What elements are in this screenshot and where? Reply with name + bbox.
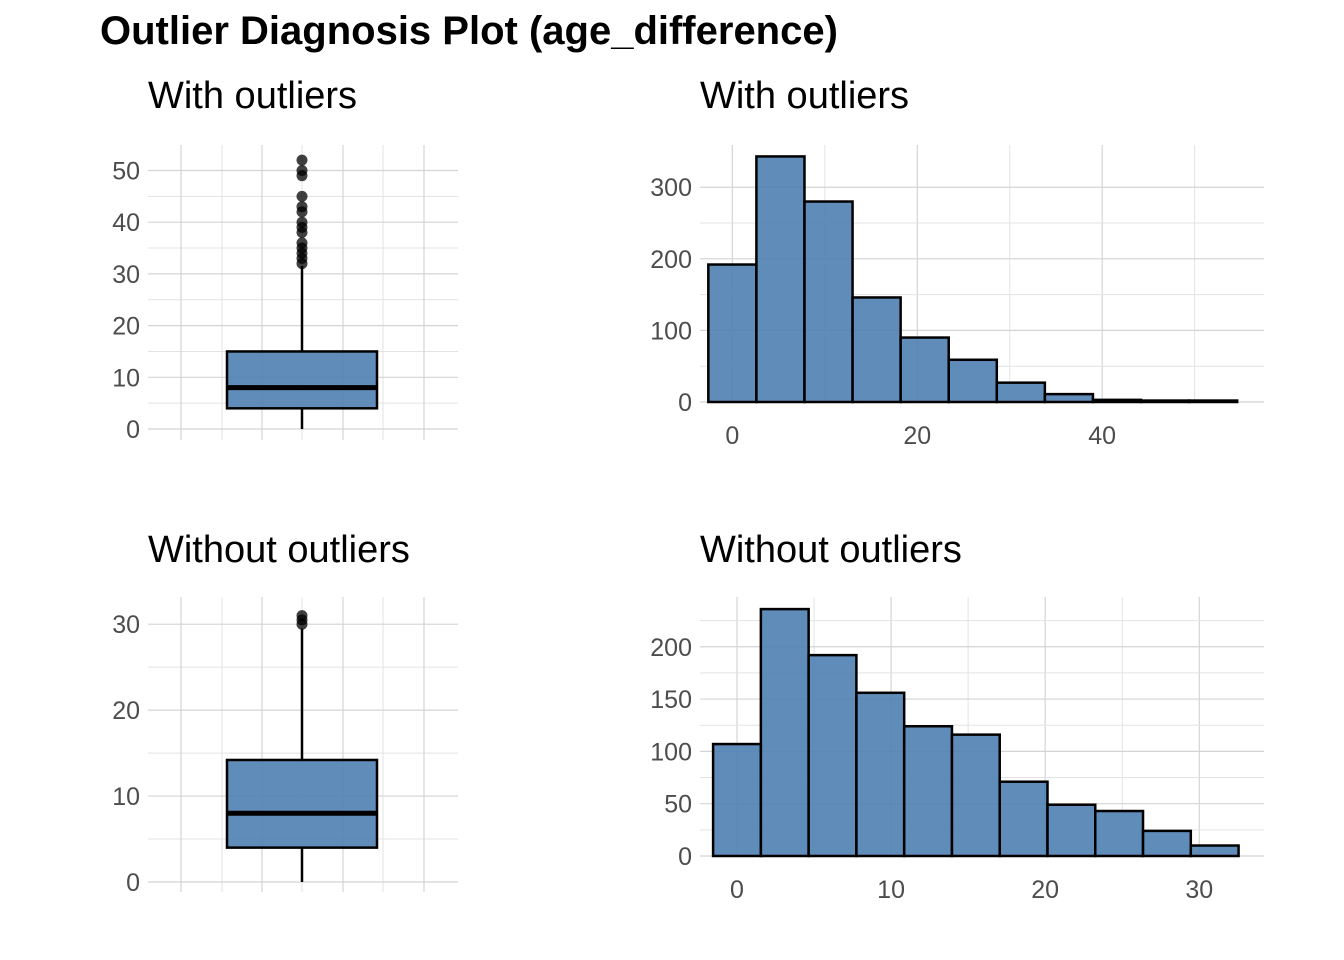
y-tick-label: 10 <box>112 783 140 811</box>
histogram-bar <box>998 780 1049 858</box>
histogram-bar <box>803 200 854 404</box>
histogram-bar <box>947 358 999 404</box>
histogram-bar <box>755 155 806 404</box>
histogram-bar <box>899 336 950 404</box>
histogram-bar <box>807 653 858 858</box>
x-tick-label: 0 <box>725 422 739 450</box>
histogram-bar <box>1094 809 1145 858</box>
y-tick-label: 30 <box>112 611 140 639</box>
panel-title-hist-without-outliers: Without outliers <box>700 529 962 571</box>
y-tick-label: 0 <box>678 389 692 417</box>
panel-title-box-with-outliers: With outliers <box>148 75 357 117</box>
y-tick-label: 300 <box>650 174 692 202</box>
figure-title: Outlier Diagnosis Plot (age_difference) <box>100 9 838 53</box>
panel-title-hist-with-outliers: With outliers <box>700 75 909 117</box>
outlier-point <box>296 190 308 202</box>
histogram-bar <box>1141 829 1193 858</box>
histogram-bar <box>707 263 758 404</box>
y-tick-label: 20 <box>112 313 140 341</box>
x-tick-label: 20 <box>903 422 931 450</box>
y-tick-label: 30 <box>112 261 140 289</box>
x-tick-label: 10 <box>877 876 905 904</box>
histogram-bar <box>1046 803 1097 858</box>
iqr-box <box>225 350 379 410</box>
histogram-bar <box>759 607 810 858</box>
outlier-point <box>296 165 308 177</box>
histogram-bar <box>711 742 763 858</box>
histogram-with-outliers: 0 100 200 300 0 20 40 <box>650 145 1264 450</box>
x-tick-label: 20 <box>1031 876 1059 904</box>
y-tick-label: 200 <box>650 634 692 662</box>
histogram-bar <box>855 691 906 858</box>
outlier-point <box>296 610 308 622</box>
histogram-bar <box>851 296 902 404</box>
x-tick-label: 30 <box>1185 876 1213 904</box>
x-tick-label: 0 <box>730 876 744 904</box>
outlier-point <box>296 237 308 249</box>
y-tick-label: 100 <box>650 317 692 345</box>
iqr-box <box>225 758 379 849</box>
y-tick-label: 150 <box>650 686 692 714</box>
histogram-bar <box>1091 398 1143 404</box>
y-tick-label: 0 <box>678 843 692 871</box>
histogram-bar <box>1187 399 1239 404</box>
y-tick-label: 0 <box>126 869 140 897</box>
boxplot-without-outliers: 0 10 20 30 <box>112 597 458 897</box>
x-tick-label: 40 <box>1088 422 1116 450</box>
outlier-point <box>296 201 308 213</box>
histogram-bar <box>950 733 1001 858</box>
y-tick-label: 10 <box>112 364 140 392</box>
y-tick-label: 20 <box>112 697 140 725</box>
y-tick-label: 50 <box>112 158 140 186</box>
panel-title-box-without-outliers: Without outliers <box>148 529 410 571</box>
outlier-point <box>296 154 308 166</box>
y-tick-label: 0 <box>126 416 140 444</box>
boxplot-with-outliers: 0 10 20 30 40 50 <box>112 145 458 444</box>
histogram-without-outliers: 0 50 100 150 200 0 10 20 30 <box>650 597 1264 904</box>
y-tick-label: 200 <box>650 246 692 274</box>
outlier-point <box>296 216 308 228</box>
y-tick-label: 100 <box>650 738 692 766</box>
histogram-bar <box>1189 844 1240 858</box>
histogram-bar <box>902 725 954 858</box>
histogram-bar <box>995 381 1047 404</box>
y-tick-label: 50 <box>664 791 692 819</box>
histogram-bar <box>1043 392 1095 404</box>
y-tick-label: 40 <box>112 209 140 237</box>
histogram-bar <box>1139 399 1191 404</box>
